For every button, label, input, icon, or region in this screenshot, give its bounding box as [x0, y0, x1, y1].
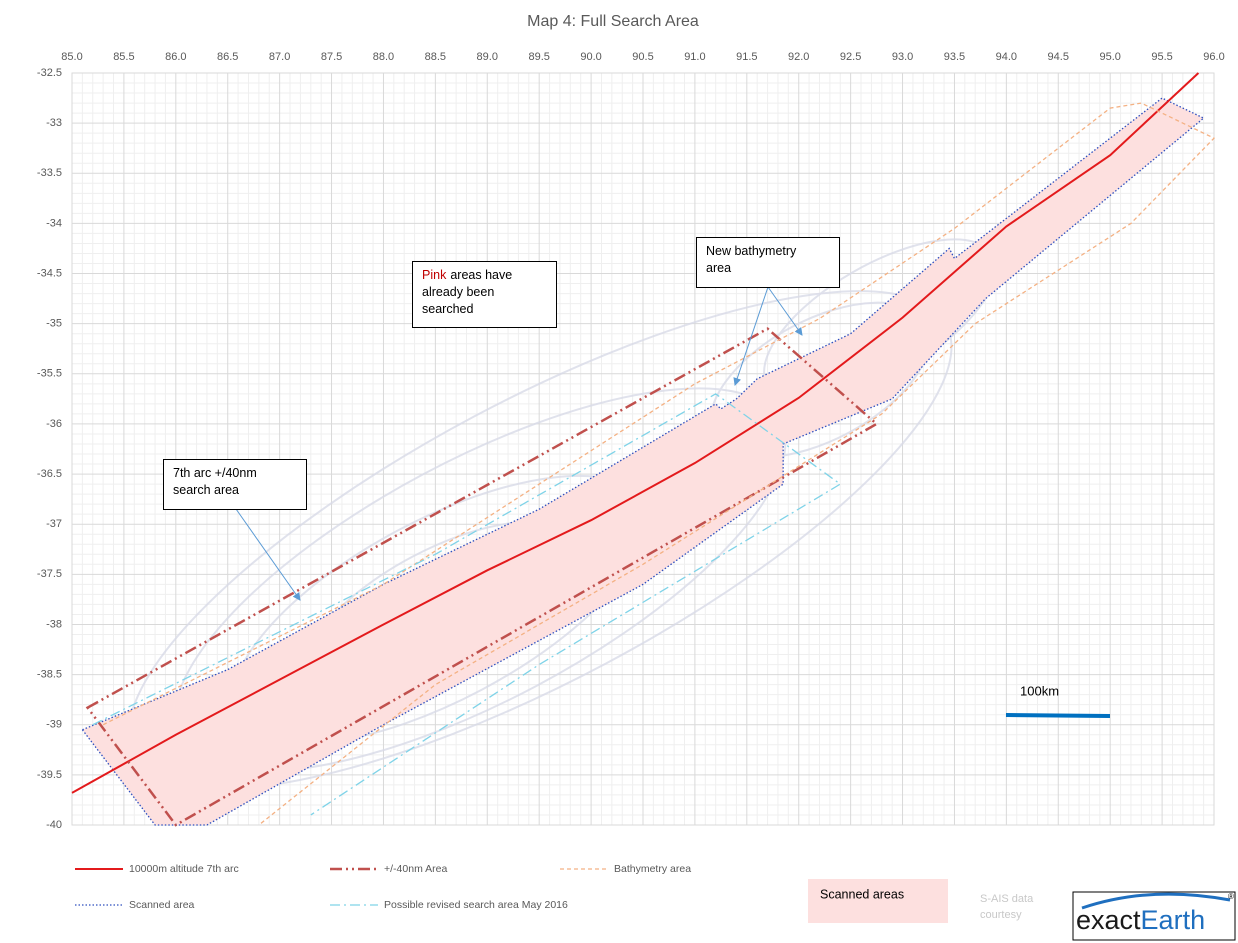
y-tick-label: -36.5: [37, 468, 62, 480]
x-tick-label: 90.5: [632, 51, 653, 63]
series-line: [81, 97, 1205, 826]
annotation-line: New bathymetry: [706, 244, 797, 258]
logo: exactEarth: [1076, 905, 1205, 935]
credit: S-AIS data: [980, 893, 1034, 905]
legend-label: Possible revised search area May 2016: [384, 899, 568, 911]
annotation-line: searched: [422, 302, 474, 316]
x-tick-label: 86.0: [165, 51, 186, 63]
y-tick-label: -35: [46, 318, 62, 330]
annotation-line: area: [706, 261, 732, 275]
x-tick-label: 87.5: [321, 51, 342, 63]
y-tick-label: -39.5: [37, 769, 62, 781]
series-line: [102, 102, 1216, 826]
x-tick-label: 96.0: [1203, 51, 1224, 63]
x-tick-label: 87.0: [269, 51, 290, 63]
chart-title: Map 4: Full Search Area: [527, 13, 699, 30]
x-tick-label: 95.0: [1099, 51, 1120, 63]
y-tick-label: -37: [46, 518, 62, 530]
y-tick-label: -34: [46, 217, 62, 229]
annotation-line: already been: [422, 285, 495, 299]
logo-mark: ®: [1228, 892, 1234, 901]
credit: courtesy: [980, 909, 1022, 921]
series-line: [71, 72, 1200, 794]
x-tick-label: 85.5: [113, 51, 134, 63]
series-line: [92, 393, 842, 816]
y-tick-label: -40: [46, 819, 62, 831]
annotation-highlight: Pink: [422, 268, 447, 282]
legend-label: 10000m altitude 7th arc: [129, 863, 239, 875]
scale-bar-label: 100km: [1020, 683, 1059, 698]
x-tick-label: 85.0: [61, 51, 82, 63]
logo-swoosh: [1081, 892, 1231, 910]
x-tick-label: 94.5: [1048, 51, 1069, 63]
y-tick-label: -33.5: [37, 167, 62, 179]
y-tick-label: -33: [46, 117, 62, 129]
annotation: New bathymetry area: [696, 237, 840, 288]
y-tick-label: -32.5: [37, 67, 62, 79]
legend-label: +/-40nm Area: [384, 863, 447, 875]
logo-part: exact: [1076, 905, 1141, 935]
x-tick-label: 92.5: [840, 51, 861, 63]
legend-label: Scanned area: [129, 899, 195, 911]
scanned-areas-swatch: [808, 879, 948, 923]
x-tick-label: 94.0: [996, 51, 1017, 63]
y-tick-label: -34.5: [37, 267, 62, 279]
x-tick-label: 86.5: [217, 51, 238, 63]
logo-part: Earth: [1141, 905, 1206, 935]
annotation: 7th arc +/40nm search area: [163, 459, 307, 510]
scanned-areas-label: Scanned areas: [820, 887, 904, 901]
arrows: [235, 286, 803, 601]
y-tick-label: -37.5: [37, 568, 62, 580]
y-tick-label: -35.5: [37, 368, 62, 380]
y-tick-label: -38.5: [37, 669, 62, 681]
logo-box: [1072, 891, 1236, 941]
scale-bar: [1005, 713, 1111, 718]
x-tick-label: 93.5: [944, 51, 965, 63]
x-tick-label: 93.0: [892, 51, 913, 63]
x-tick-label: 92.0: [788, 51, 809, 63]
annotation-line: areas have: [450, 268, 513, 282]
x-tick-label: 91.5: [736, 51, 757, 63]
x-tick-label: 95.5: [1151, 51, 1172, 63]
annotation-line: 7th arc +/40nm: [173, 466, 257, 480]
legend-label: Bathymetry area: [614, 863, 691, 875]
x-tick-label: 88.0: [373, 51, 394, 63]
x-tick-label: 90.0: [580, 51, 601, 63]
x-tick-label: 91.0: [684, 51, 705, 63]
annotation: Pink areas have already been searched: [412, 261, 557, 328]
x-tick-label: 89.0: [477, 51, 498, 63]
x-tick-label: 89.5: [528, 51, 549, 63]
y-tick-label: -36: [46, 418, 62, 430]
y-tick-label: -39: [46, 719, 62, 731]
y-tick-label: -38: [46, 618, 62, 630]
x-tick-label: 88.5: [425, 51, 446, 63]
annotation-line: search area: [173, 483, 240, 497]
